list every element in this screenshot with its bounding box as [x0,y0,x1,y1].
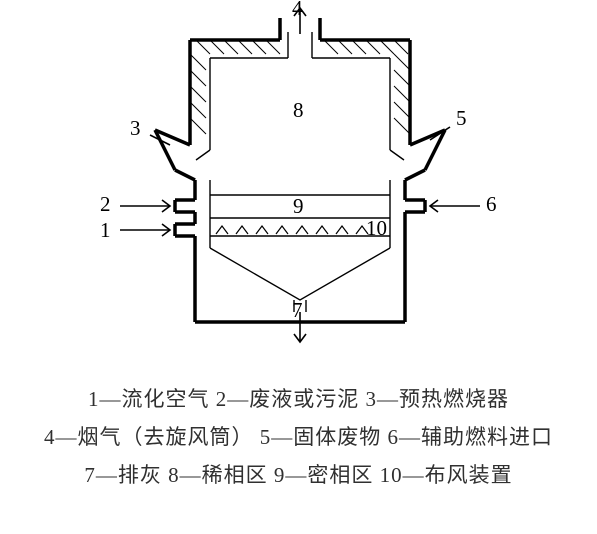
callout-9: 9 [293,196,304,217]
callout-3: 3 [130,118,141,139]
callout-10: 10 [366,218,387,239]
legend-line-2: 4—烟气（去旋风筒） 5—固体废物 6—辅助燃料进口 [0,418,597,456]
callout-7: 7 [292,300,303,321]
callout-5: 5 [456,108,467,129]
callout-1: 1 [100,220,111,241]
fluidized-bed-schematic: 4 3 5 2 1 6 7 8 9 10 [0,0,597,360]
callout-8: 8 [293,100,304,121]
callout-6: 6 [486,194,497,215]
callout-2: 2 [100,194,111,215]
legend: 1—流化空气 2—废液或污泥 3—预热燃烧器 4—烟气（去旋风筒） 5—固体废物… [0,380,597,494]
legend-line-1: 1—流化空气 2—废液或污泥 3—预热燃烧器 [0,380,597,418]
callout-4: 4 [292,0,303,19]
legend-line-3: 7—排灰 8—稀相区 9—密相区 10—布风装置 [0,456,597,494]
